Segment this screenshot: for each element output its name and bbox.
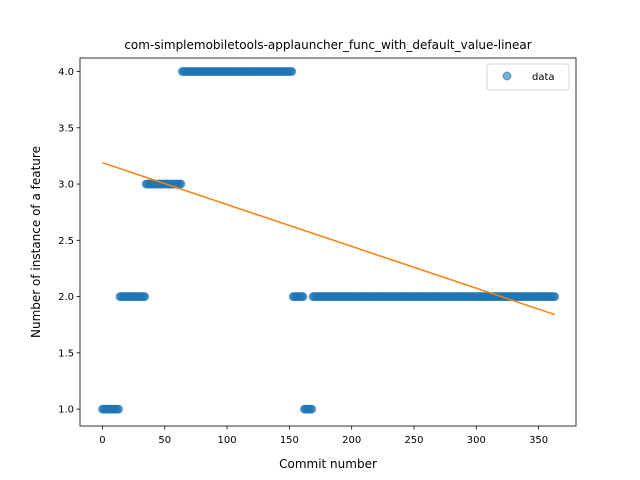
- x-tick-label: 350: [529, 435, 548, 446]
- y-tick-label: 3.0: [58, 180, 74, 191]
- legend-box: [486, 63, 570, 91]
- x-tick-label: 150: [280, 435, 299, 446]
- legend-marker: [502, 71, 512, 81]
- legend-label: data: [532, 72, 555, 83]
- data-point: [176, 179, 186, 189]
- data-point: [550, 292, 560, 301]
- x-tick-label: 100: [218, 435, 237, 446]
- y-tick-label: 3.5: [58, 123, 74, 134]
- y-axis-title: Number of instance of a feature: [29, 146, 43, 338]
- data-points: [98, 67, 560, 414]
- x-tick-label: 50: [158, 435, 171, 446]
- data-point: [298, 292, 308, 301]
- x-tick-label: 200: [342, 435, 361, 446]
- y-tick-label: 2.5: [58, 236, 74, 247]
- fit-line: [102, 161, 556, 316]
- y-tick-label: 1.0: [58, 405, 74, 416]
- data-point: [114, 404, 124, 414]
- x-tick-label: 0: [99, 435, 105, 446]
- x-tick-label: 300: [467, 435, 486, 446]
- chart-title: com-simplemobiletools-applauncher_func_w…: [124, 38, 531, 52]
- data-point: [307, 404, 317, 414]
- y-tick-label: 1.5: [58, 348, 74, 359]
- x-axis-title: Commit number: [279, 457, 377, 471]
- plot-area: 0 50 100 150 200 250 300 350 1.0 1.5 2.0 2.5 3.0 3.5 4…: [58, 57, 577, 446]
- y-tick-label: 4.0: [58, 67, 74, 78]
- legend: data: [486, 63, 570, 91]
- data-point: [140, 292, 150, 301]
- data-point: [287, 67, 297, 76]
- y-tick-label: 2.0: [58, 292, 74, 303]
- x-tick-label: 250: [404, 435, 423, 446]
- axes-frame: [79, 57, 577, 427]
